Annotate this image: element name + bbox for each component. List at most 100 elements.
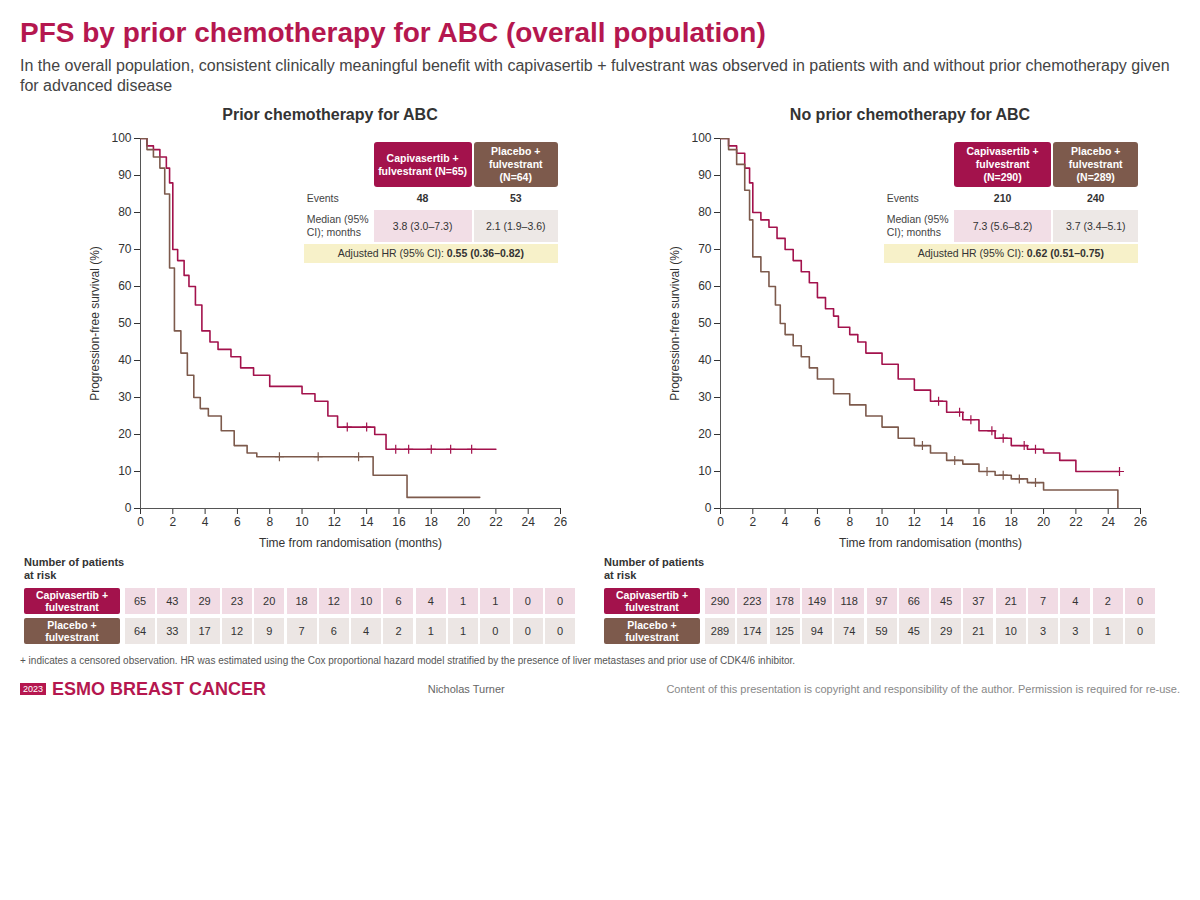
html-text:10: 10: [360, 595, 373, 607]
svg-text:22: 22: [489, 515, 503, 529]
html-text:48: 48: [416, 192, 429, 204]
svg-text:0: 0: [125, 501, 132, 515]
svg-text:12: 12: [328, 515, 342, 529]
svg-text:0: 0: [717, 515, 724, 529]
svg-text:20: 20: [698, 427, 712, 441]
html-text:Adjusted HR (95% CI): 0.55 (0.: Adjusted HR (95% CI): 0.55 (0.36–0.82): [337, 247, 524, 259]
svg-text:Progression-free survival (%): Progression-free survival (%): [668, 246, 682, 401]
html-text:Number of patients at risk: Number of patients at risk: [24, 556, 125, 581]
svg-text:100: 100: [691, 131, 711, 145]
html-text:2.1 (1.9–3.6): 2.1 (1.9–3.6): [486, 219, 546, 232]
html-text:18: 18: [295, 595, 308, 607]
html-text:ESMO BREAST CANCER: ESMO BREAST CANCER: [52, 678, 266, 699]
html-text:178: 178: [775, 595, 794, 607]
html-text:Events: Events: [306, 192, 339, 204]
html-text:Capivasertib + fulvestrant (N=: Capivasertib + fulvestrant (N=290): [966, 145, 1039, 183]
html-text:Capivasertib + fulvestrant: Capivasertib + fulvestrant: [616, 589, 688, 613]
html-text:No prior chemotherapy for ABC: No prior chemotherapy for ABC: [789, 106, 1031, 123]
svg-text:50: 50: [118, 316, 132, 330]
html-text:65: 65: [133, 595, 147, 607]
svg-text:30: 30: [118, 390, 132, 404]
svg-text:4: 4: [782, 515, 789, 529]
svg-text:20: 20: [118, 427, 132, 441]
svg-text:18: 18: [425, 515, 439, 529]
html-text:Adjusted HR (95% CI): 0.62 (0.: Adjusted HR (95% CI): 0.62 (0.51–0.75): [917, 247, 1104, 259]
svg-text:16: 16: [392, 515, 406, 529]
html-text:12: 12: [327, 595, 340, 607]
html-text:64: 64: [133, 625, 147, 637]
svg-text:22: 22: [1069, 515, 1083, 529]
html-text:33: 33: [166, 625, 179, 637]
html-text:Median (95% CI); months: Median (95% CI); months: [886, 213, 949, 238]
svg-text:30: 30: [698, 390, 712, 404]
html-text:Placebo + fulvestrant (N=64): Placebo + fulvestrant (N=64): [488, 145, 543, 183]
svg-text:10: 10: [875, 515, 889, 529]
html-text:210: 210: [993, 192, 1012, 204]
html-text:Median (95% CI); months: Median (95% CI); months: [306, 213, 369, 238]
html-text:Number of patients at risk: Number of patients at risk: [604, 556, 705, 581]
svg-text:12: 12: [908, 515, 922, 529]
svg-text:Progression-free survival (%): Progression-free survival (%): [88, 246, 102, 401]
svg-text:8: 8: [266, 515, 273, 529]
svg-text:26: 26: [1134, 515, 1148, 529]
svg-text:14: 14: [360, 515, 374, 529]
svg-text:2: 2: [169, 515, 176, 529]
svg-text:70: 70: [698, 242, 712, 256]
html-text:17: 17: [198, 625, 211, 637]
svg-text:8: 8: [846, 515, 853, 529]
svg-text:14: 14: [940, 515, 954, 529]
svg-text:60: 60: [698, 279, 712, 293]
html-text:Placebo + fulvestrant: Placebo + fulvestrant: [45, 619, 99, 643]
svg-text:24: 24: [1102, 515, 1116, 529]
svg-text:20: 20: [1037, 515, 1051, 529]
html-text:43: 43: [166, 595, 179, 607]
svg-text:6: 6: [234, 515, 241, 529]
svg-text:26: 26: [554, 515, 568, 529]
svg-text:0: 0: [137, 515, 144, 529]
svg-text:2: 2: [749, 515, 756, 529]
html-text:Prior chemotherapy for ABC: Prior chemotherapy for ABC: [222, 106, 438, 123]
html-text:290: 290: [710, 595, 730, 607]
svg-text:40: 40: [118, 353, 132, 367]
html-text:118: 118: [840, 595, 858, 607]
svg-text:90: 90: [118, 168, 132, 182]
svg-text:80: 80: [698, 205, 712, 219]
html-text:53: 53: [509, 192, 522, 204]
svg-text:40: 40: [698, 353, 712, 367]
html-text:20: 20: [263, 595, 276, 607]
svg-text:10: 10: [698, 464, 712, 478]
svg-text:10: 10: [295, 515, 309, 529]
html-text:3.7 (3.4–5.1): 3.7 (3.4–5.1): [1065, 219, 1126, 232]
svg-text:Time from randomisation (month: Time from randomisation (months): [259, 536, 442, 550]
svg-text:20: 20: [457, 515, 471, 529]
svg-text:10: 10: [118, 464, 132, 478]
svg-text:100: 100: [111, 131, 131, 145]
svg-text:4: 4: [202, 515, 209, 529]
html-text:29: 29: [198, 595, 211, 607]
html-text:12: 12: [230, 625, 243, 637]
html-text:149: 149: [807, 595, 827, 607]
html-text:23: 23: [230, 595, 243, 607]
html-text:Capivasertib + fulvestrant: Capivasertib + fulvestrant: [36, 589, 108, 613]
html-text:7.3 (5.6–8.2): 7.3 (5.6–8.2): [972, 219, 1033, 232]
svg-text:50: 50: [698, 316, 712, 330]
svg-text:70: 70: [118, 242, 132, 256]
html-text:Placebo + fulvestrant (N=289): Placebo + fulvestrant (N=289): [1068, 145, 1123, 183]
html-text:In the overall population, con: In the overall population, consistent cl…: [20, 57, 1170, 94]
html-text:PFS by prior chemotherapy for: PFS by prior chemotherapy for ABC (overa…: [20, 17, 766, 48]
html-text:3.8 (3.0–7.3): 3.8 (3.0–7.3): [392, 219, 453, 232]
svg-text:0: 0: [705, 501, 712, 515]
svg-text:16: 16: [972, 515, 986, 529]
html-text:240: 240: [1086, 192, 1105, 204]
svg-text:60: 60: [118, 279, 132, 293]
html-text:Capivasertib + fulvestrant (N=: Capivasertib + fulvestrant (N=65): [378, 151, 468, 177]
html-text:Placebo + fulvestrant: Placebo + fulvestrant: [625, 619, 679, 643]
svg-text:90: 90: [698, 168, 712, 182]
svg-text:80: 80: [118, 205, 132, 219]
svg-text:24: 24: [522, 515, 536, 529]
svg-text:6: 6: [814, 515, 821, 529]
html-text:Events: Events: [886, 192, 919, 204]
html-text:223: 223: [743, 595, 762, 607]
svg-text:Time from randomisation (month: Time from randomisation (months): [839, 536, 1022, 550]
svg-text:18: 18: [1005, 515, 1019, 529]
